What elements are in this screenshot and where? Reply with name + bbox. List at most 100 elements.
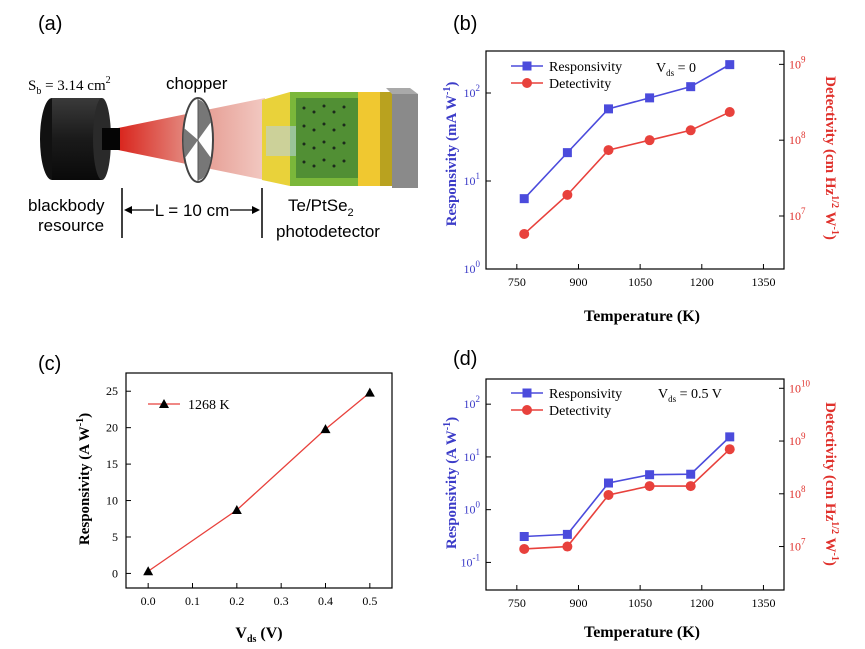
d-xtick-label: 1200 [690,596,714,610]
d-ytick-left-label: 10-1 [461,552,481,569]
d-series-responsivity-point [519,531,529,541]
d-legend-marker [522,405,532,415]
d-plot-area: 750 900 1050 1200 1350 10-1 100 101 102 107 108 109… [461,378,811,610]
b-ytick-left-label: 102 [464,83,481,100]
b-legend-label: Detectivity [549,77,611,92]
d-legend-label: Detectivity [549,404,611,419]
panel-label-a: (a) [38,13,62,35]
b-series-detectivity-point [603,145,614,156]
c-xtick-label: 0.2 [229,594,244,608]
distance-arrowhead-right [252,206,260,214]
c-ytick-label: 0 [112,566,118,580]
b-series-responsivity-point [603,104,613,114]
d-series-responsivity-point [645,470,655,480]
d-legend-marker [522,388,532,398]
d-series-responsivity-line [524,436,731,538]
distance-arrowhead-left [124,206,132,214]
panel-label-c: (c) [38,353,61,375]
c-series-point [143,566,154,576]
d-ylabel-right: Detectivity (cm Hz1/2 W-1) [822,402,840,566]
b-xtick-label: 1200 [690,275,714,289]
b-ytick-right-label: 109 [789,54,806,71]
b-series-detectivity-point [685,125,696,136]
d-annotation: Vds = 0.5 V [658,387,722,404]
d-legend-label: Responsivity [549,387,622,402]
c-series-point [320,424,331,434]
panel-b: (b) Responsivity (mA W-1) Detectivity (c… [442,13,840,325]
chopper-label: chopper [166,74,228,93]
b-series-detectivity-point [519,228,530,239]
c-ytick-label: 25 [106,384,118,398]
c-xtick-label: 0.5 [362,594,377,608]
c-ylabel: Responsivity (A W-1) [75,413,93,545]
b-xlabel: Temperature (K) [584,308,700,325]
d-series-detectivity-point [519,543,530,554]
b-series-detectivity-point [644,135,655,146]
d-series-detectivity-point [685,481,696,492]
d-series-detectivity-line [524,448,731,550]
c-series-point [364,387,375,397]
c-xtick-label: 0.4 [318,594,333,608]
d-series-detectivity-point [603,489,614,500]
b-ytick-left-label: 100 [464,259,481,276]
blackbody-source-icon [40,98,120,180]
detector-label-line2: photodetector [276,222,380,241]
panel-a: (a) Sb = 3.14 cm2 chopper [28,13,418,241]
d-frame [485,378,785,591]
d-series-responsivity-point [725,432,735,442]
b-legend-marker [522,61,532,71]
c-xtick-label: 0.3 [274,594,289,608]
c-ytick-label: 5 [112,530,118,544]
d-ylabel-left: Responsivity (A W-1) [442,417,460,549]
d-xtick-label: 1050 [628,596,652,610]
b-legend-marker [522,78,532,88]
d-series-responsivity-point [562,529,572,539]
b-series-responsivity-point [686,82,696,92]
b-ylabel-right: Detectivity (cm Hz1/2 W-1) [822,76,840,240]
b-series-responsivity-point [519,194,529,204]
c-legend-label: 1268 K [188,398,230,413]
b-series-responsivity-point [725,60,735,70]
b-xtick-label: 1350 [751,275,775,289]
b-ytick-left-label: 101 [464,171,481,188]
c-ytick-label: 20 [106,421,118,435]
panel-label-b: (b) [453,13,477,35]
c-frame [125,372,393,589]
b-frame [485,50,785,270]
c-xtick-label: 0.1 [185,594,200,608]
d-ytick-left-label: 102 [464,394,481,411]
d-xlabel: Temperature (K) [584,624,700,641]
b-series-detectivity-point [562,189,573,200]
panel-d: (d) Responsivity (A W-1) Detectivity (cm… [442,348,840,641]
b-plot-area: 750 900 1050 1200 1350 100 101 102 107 108 109 Resp… [464,50,806,289]
c-xtick-label: 0.0 [141,594,156,608]
d-ytick-right-label: 1010 [789,378,811,395]
d-ytick-right-label: 109 [789,431,806,448]
distance-label: L = 10 cm [155,201,230,220]
c-plot-area: 0.0 0.1 0.2 0.3 0.4 0.5 0 5 10 15 20 25 1268 K [106,372,393,608]
c-series-line [147,392,371,572]
d-series-detectivity-point [724,444,735,455]
c-ytick-label: 10 [106,494,118,508]
blackbody-label-line2: resource [38,216,104,235]
b-series-responsivity-point [562,148,572,158]
d-series-detectivity-point [562,541,573,552]
blackbody-label-line1: blackbody [28,196,105,215]
d-series-responsivity-point [603,478,613,488]
chopper-icon [182,97,214,183]
d-ytick-left-label: 101 [464,447,481,464]
b-series-responsivity-point [645,93,655,103]
photodetector-icon [262,88,418,188]
d-ytick-right-label: 107 [789,537,806,554]
b-series-detectivity-line [523,111,731,235]
b-legend-label: Responsivity [549,60,622,75]
c-xlabel: Vds (V) [235,625,282,645]
b-annotation: Vds = 0 [656,61,696,78]
d-xtick-label: 900 [569,596,587,610]
b-series-detectivity-point [724,107,735,118]
d-xtick-label: 1350 [751,596,775,610]
b-ylabel-left: Responsivity (mA W-1) [442,82,460,227]
d-ytick-right-label: 108 [789,484,806,501]
b-ytick-right-label: 108 [789,130,806,147]
